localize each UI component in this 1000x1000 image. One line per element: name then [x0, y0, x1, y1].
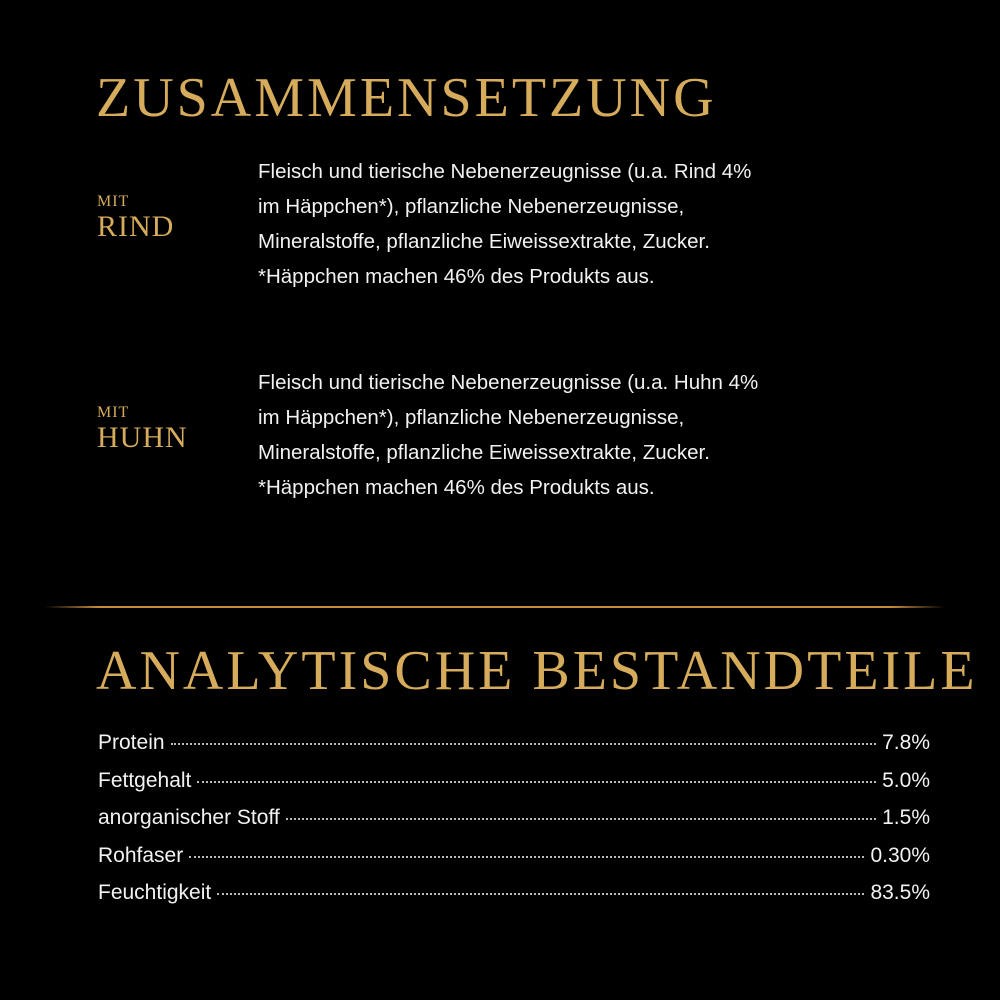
- variant-prefix: MIT: [97, 193, 130, 210]
- table-row: Protein 7.8%: [98, 731, 930, 769]
- row-value: 1.5%: [882, 806, 930, 829]
- dot-leader: [285, 818, 877, 820]
- row-value: 83.5%: [870, 881, 930, 904]
- row-name: Fettgehalt: [98, 768, 192, 792]
- dot-leader: [197, 780, 877, 783]
- text-line: im Häppchen*), pflanzliche Nebenerzeugni…: [258, 195, 685, 218]
- row-name: Rohfaser: [98, 843, 184, 867]
- variant-name: HUHN: [97, 421, 188, 454]
- variant-label-rind: MIT RIND: [97, 193, 174, 243]
- row-value: 7.8%: [882, 731, 930, 754]
- row-name: Feuchtigkeit: [98, 881, 212, 904]
- row-name: Protein: [98, 731, 165, 754]
- dot-leader: [170, 743, 877, 745]
- variant-name: RIND: [97, 210, 175, 243]
- text-line: *Häppchen machen 46% des Produkts aus.: [258, 476, 655, 499]
- table-row: Rohfaser 0.30%: [98, 844, 930, 882]
- table-row: anorganischer Stoff 1.5%: [98, 806, 930, 844]
- text-line: *Häppchen machen 46% des Produkts aus.: [258, 265, 655, 288]
- variant-text-rind: Fleisch und tierische Nebenerzeugnisse (…: [258, 154, 898, 294]
- variant-label-huhn: MIT HUHN: [97, 404, 188, 454]
- table-row: Feuchtigkeit 83.5%: [98, 881, 930, 919]
- analysis-table: Protein 7.8% Fettgehalt 5.0% anorganischer…: [98, 731, 930, 919]
- text-line: im Häppchen*), pflanzliche Nebenerzeugni…: [258, 406, 685, 429]
- text-line: Mineralstoffe, pflanzliche Eiweissextrak…: [258, 230, 710, 253]
- composition-title: ZUSAMMENSETZUNG: [96, 67, 717, 129]
- row-name: anorganischer Stoff: [98, 806, 280, 829]
- row-value: 5.0%: [882, 768, 930, 792]
- variant-text-huhn: Fleisch und tierische Nebenerzeugnisse (…: [258, 365, 898, 505]
- variant-prefix: MIT: [97, 404, 130, 421]
- text-line: Mineralstoffe, pflanzliche Eiweissextrak…: [258, 441, 710, 464]
- row-value: 0.30%: [870, 843, 930, 867]
- table-row: Fettgehalt 5.0%: [98, 769, 930, 807]
- text-line: Fleisch und tierische Nebenerzeugnisse (…: [258, 160, 752, 183]
- text-line: Fleisch und tierische Nebenerzeugnisse (…: [258, 371, 759, 394]
- analysis-title: ANALYTISCHE BESTANDTEILE: [96, 640, 978, 702]
- dot-leader: [189, 855, 865, 858]
- divider: [45, 606, 945, 608]
- dot-leader: [217, 893, 865, 895]
